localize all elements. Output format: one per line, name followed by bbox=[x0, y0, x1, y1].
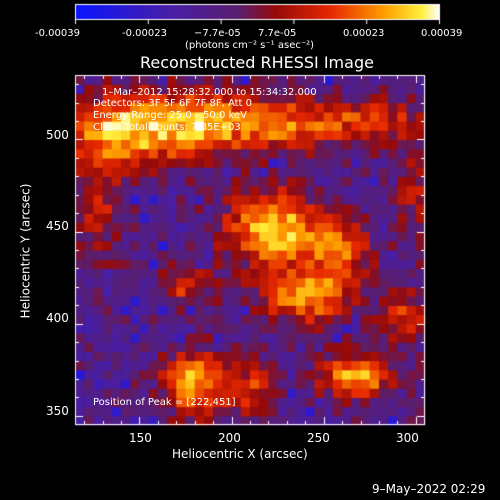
footer-date: 9–May–2022 02:29 bbox=[372, 482, 486, 496]
x-tick-label: 250 bbox=[307, 431, 330, 445]
colorbar-units-label: (photons cm⁻² s⁻¹ asec⁻²) bbox=[185, 40, 315, 51]
colorbar-tick-label: 7.7e-05 bbox=[258, 28, 297, 39]
y-tick-label: 350 bbox=[46, 404, 69, 418]
peak-position-label: Position of Peak = [222,451] bbox=[93, 397, 236, 408]
x-tick-label: 200 bbox=[218, 431, 241, 445]
energy-range-label: Energy Range: 25.0 – 50.0 keV bbox=[93, 110, 247, 121]
y-tick-label: 400 bbox=[46, 311, 69, 325]
y-tick-label: 450 bbox=[46, 219, 69, 233]
y-tick-label: 500 bbox=[46, 128, 69, 142]
x-tick-label: 150 bbox=[129, 431, 152, 445]
counts-label: Clean Total counts: 7.85E+03 bbox=[93, 122, 241, 133]
x-tick-label: 300 bbox=[396, 431, 419, 445]
detectors-label: Detectors: 3F 5F 6F 7F 8F, Att 0 bbox=[93, 98, 253, 109]
time-range-label: 1–Mar–2012 15:28:32.000 to 15:34:32.000 bbox=[102, 87, 317, 98]
colorbar-tick-label: 0.00023 bbox=[343, 28, 385, 39]
chart-title: Reconstructed RHESSI Image bbox=[140, 53, 374, 72]
colorbar-tick-label: -0.00039 bbox=[35, 28, 80, 39]
y-axis-label: Heliocentric Y (arcsec) bbox=[18, 183, 33, 319]
colorbar-tick-label: -0.00023 bbox=[122, 28, 167, 39]
x-axis-label: Heliocentric X (arcsec) bbox=[172, 447, 308, 461]
colorbar-tick-label: 0.00039 bbox=[421, 28, 463, 39]
colorbar-tick-label: −7.7e-05 bbox=[194, 28, 241, 39]
